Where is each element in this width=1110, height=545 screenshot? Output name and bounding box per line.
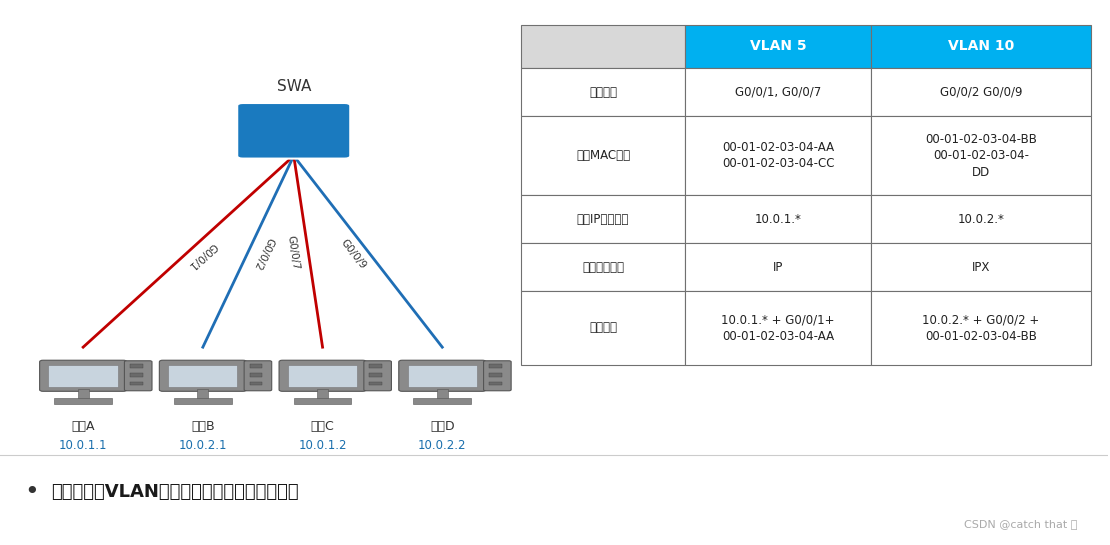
Bar bbox=[490, 382, 502, 385]
Bar bbox=[317, 389, 329, 399]
Bar bbox=[250, 382, 262, 385]
Bar bbox=[521, 68, 685, 116]
Text: 主机A: 主机A bbox=[71, 420, 94, 433]
Bar bbox=[407, 365, 477, 387]
FancyBboxPatch shape bbox=[244, 361, 272, 391]
FancyBboxPatch shape bbox=[484, 361, 511, 391]
Text: 基于协议划分: 基于协议划分 bbox=[582, 261, 624, 274]
Text: 基于MAC地址: 基于MAC地址 bbox=[576, 149, 630, 162]
Bar bbox=[685, 291, 871, 365]
FancyBboxPatch shape bbox=[124, 361, 152, 391]
Text: G0/0/1, G0/0/7: G0/0/1, G0/0/7 bbox=[735, 86, 821, 99]
Text: G0/0/9: G0/0/9 bbox=[339, 238, 369, 271]
Bar bbox=[871, 243, 1091, 291]
Text: 10.0.2.1: 10.0.2.1 bbox=[179, 439, 228, 452]
Text: 10.0.2.*: 10.0.2.* bbox=[958, 213, 1005, 226]
Text: VLAN 10: VLAN 10 bbox=[948, 39, 1015, 53]
Text: 基于IP子网划分: 基于IP子网划分 bbox=[577, 213, 629, 226]
Bar bbox=[685, 116, 871, 195]
Text: 10.0.2.* + G0/0/2 +
00-01-02-03-04-BB: 10.0.2.* + G0/0/2 + 00-01-02-03-04-BB bbox=[922, 313, 1040, 343]
Bar bbox=[250, 364, 262, 368]
Bar bbox=[436, 389, 447, 399]
Bar bbox=[250, 373, 262, 377]
Bar bbox=[685, 25, 871, 68]
Text: 基于端口: 基于端口 bbox=[589, 86, 617, 99]
Bar bbox=[370, 382, 382, 385]
Bar bbox=[871, 116, 1091, 195]
FancyBboxPatch shape bbox=[40, 360, 127, 391]
Text: IPX: IPX bbox=[971, 261, 990, 274]
Bar bbox=[370, 364, 382, 368]
Text: 10.0.1.*: 10.0.1.* bbox=[755, 213, 801, 226]
Text: IP: IP bbox=[773, 261, 784, 274]
Bar bbox=[169, 365, 238, 387]
Text: 主机B: 主机B bbox=[191, 420, 214, 433]
Bar bbox=[78, 389, 89, 399]
Text: 主机C: 主机C bbox=[311, 420, 334, 433]
Bar bbox=[871, 195, 1091, 243]
Bar bbox=[370, 373, 382, 377]
Text: G0/0/2: G0/0/2 bbox=[251, 235, 275, 271]
Text: 10.0.2.2: 10.0.2.2 bbox=[418, 439, 466, 452]
FancyBboxPatch shape bbox=[238, 103, 351, 159]
Bar bbox=[294, 398, 352, 404]
FancyBboxPatch shape bbox=[160, 360, 246, 391]
Bar bbox=[521, 291, 685, 365]
Text: G0/0/1: G0/0/1 bbox=[185, 240, 219, 270]
Text: 10.0.1.* + G0/0/1+
00-01-02-03-04-AA: 10.0.1.* + G0/0/1+ 00-01-02-03-04-AA bbox=[722, 313, 835, 343]
Text: 00-01-02-03-04-BB
00-01-02-03-04-
DD: 00-01-02-03-04-BB 00-01-02-03-04- DD bbox=[925, 132, 1037, 179]
Bar bbox=[198, 389, 209, 399]
FancyBboxPatch shape bbox=[398, 360, 486, 391]
Bar bbox=[685, 195, 871, 243]
Bar bbox=[130, 373, 143, 377]
Text: CSDN @catch that 归: CSDN @catch that 归 bbox=[965, 519, 1078, 529]
Bar bbox=[174, 398, 232, 404]
Text: 10.0.1.1: 10.0.1.1 bbox=[59, 439, 108, 452]
Bar bbox=[490, 373, 502, 377]
Text: 10.0.1.2: 10.0.1.2 bbox=[299, 439, 346, 452]
Bar bbox=[521, 25, 685, 68]
Bar bbox=[871, 25, 1091, 68]
Bar bbox=[130, 382, 143, 385]
Bar bbox=[49, 365, 118, 387]
Bar bbox=[287, 365, 357, 387]
Bar bbox=[130, 364, 143, 368]
Text: 主机D: 主机D bbox=[430, 420, 455, 433]
Bar bbox=[413, 398, 471, 404]
Bar bbox=[490, 364, 502, 368]
Text: G0/0/2 G0/0/9: G0/0/2 G0/0/9 bbox=[940, 86, 1022, 99]
Bar bbox=[685, 68, 871, 116]
Bar bbox=[521, 195, 685, 243]
Bar bbox=[871, 68, 1091, 116]
Bar bbox=[685, 243, 871, 291]
Text: SWA: SWA bbox=[276, 78, 311, 94]
Text: G0/0/7: G0/0/7 bbox=[285, 234, 300, 270]
FancyBboxPatch shape bbox=[279, 360, 366, 391]
Text: VLAN 5: VLAN 5 bbox=[750, 39, 807, 53]
Bar bbox=[54, 398, 112, 404]
Bar bbox=[521, 116, 685, 195]
Text: 00-01-02-03-04-AA
00-01-02-03-04-CC: 00-01-02-03-04-AA 00-01-02-03-04-CC bbox=[722, 141, 835, 171]
FancyBboxPatch shape bbox=[364, 361, 392, 391]
Text: •: • bbox=[24, 480, 39, 504]
Bar bbox=[871, 291, 1091, 365]
Text: 基于端口的VLAN划分方法在实际中最为常见。: 基于端口的VLAN划分方法在实际中最为常见。 bbox=[51, 482, 299, 501]
Text: 基于策略: 基于策略 bbox=[589, 322, 617, 334]
Bar bbox=[521, 243, 685, 291]
